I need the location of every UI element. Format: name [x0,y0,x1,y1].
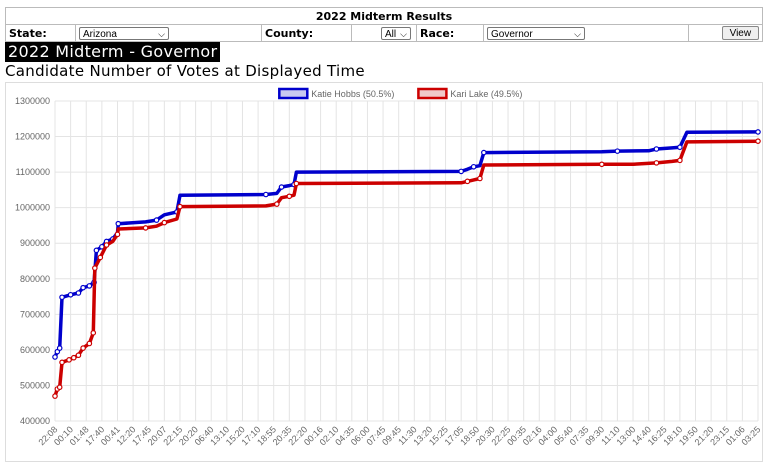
view-button[interactable]: View [721,26,760,40]
series-point-1 [93,247,100,254]
series-point-1 [653,146,660,152]
page-heading: 2022 Midterm - Governor [5,42,221,62]
series-point-2 [177,203,183,210]
county-label: County: [261,24,352,42]
series-point-1 [153,217,160,223]
series-point-1 [115,220,122,227]
legend-swatch-2 [417,87,448,100]
vote-count-chart: 400000 500000 600000 700000 800000 900000 1000… [15,87,762,447]
series-point-1 [470,163,477,170]
results-title: 2022 Midterm Results [4,7,764,25]
page-subheading: Candidate Number of Votes at Displayed T… [5,62,365,80]
series-point-1 [59,294,65,301]
y-tick-label: 800000 [20,274,50,284]
y-tick-label: 500000 [20,380,50,390]
series-point-1 [755,129,761,135]
series-point-2 [97,254,104,261]
series-point-2 [92,265,98,271]
legend-label-2: Kari Lake (49.5%) [450,89,522,99]
series-point-2 [90,330,97,336]
series-point-1 [614,148,621,154]
series-point-1 [677,144,683,151]
y-tick-label: 600000 [20,345,50,355]
series-point-1 [80,284,86,291]
y-tick-label: 400000 [20,416,50,426]
series-point-2 [114,231,121,238]
state-select[interactable]: Arizona ⌵ [79,26,169,40]
race-select-value: Governor [491,28,533,40]
chevron-down-icon: ⌵ [400,28,407,39]
series-point-2 [56,384,63,391]
series-point-1 [481,149,487,156]
series-point-2 [80,345,86,351]
y-tick-label: 900000 [20,238,50,248]
controls-table: 2022 Midterm Results State: Arizona ⌵ Co… [4,7,764,42]
series-point-2 [598,161,605,168]
series-point-2 [293,180,300,187]
series-point-1 [278,184,285,190]
legend-label-1: Katie Hobbs (50.5%) [311,89,394,99]
series-point-1 [86,283,93,289]
series-point-2 [70,354,77,361]
state-label: State: [5,24,76,42]
county-cell: All ⌵ [351,24,417,42]
legend-swatch-1 [278,87,309,100]
series-point-1 [56,345,63,351]
y-tick-label: 700000 [20,309,50,319]
chart-container: 400000 500000 600000 700000 800000 900000 1000… [5,82,763,462]
series-point-2 [464,178,471,185]
race-cell: Governor ⌵ [483,24,689,42]
chevron-down-icon: ⌵ [158,28,165,39]
series-line-2 [53,139,759,397]
series-point-1 [458,168,464,175]
series-point-2 [161,219,168,226]
series-point-2 [142,225,149,231]
y-tick-label: 1000000 [15,203,50,213]
race-label: Race: [416,24,484,42]
series-point-2 [653,160,660,166]
y-tick-label: 1300000 [15,96,50,106]
series-point-2 [75,352,82,359]
y-tick-label: 1100000 [16,167,50,177]
series-point-1 [263,191,269,198]
series-point-2 [86,340,93,347]
series-point-2 [286,193,293,200]
series-point-2 [59,359,65,366]
series-point-2 [477,175,483,182]
series-point-2 [103,242,110,248]
series-point-2 [755,138,761,144]
race-select[interactable]: Governor ⌵ [487,26,585,40]
view-cell: View [687,24,764,42]
county-select-value: All [385,28,397,40]
state-select-value: Arizona [83,28,117,40]
series-point-2 [274,201,280,207]
series-point-2 [52,393,58,399]
series-point-1 [67,291,74,298]
series-point-1 [75,290,82,296]
chevron-down-icon: ⌵ [574,28,581,39]
y-tick-label: 1200000 [15,132,50,142]
state-cell: Arizona ⌵ [75,24,262,42]
series-point-2 [66,357,72,363]
series-point-1 [52,354,58,360]
series-line-1 [53,130,759,358]
series-point-2 [677,157,683,164]
county-select[interactable]: All ⌵ [381,26,411,40]
